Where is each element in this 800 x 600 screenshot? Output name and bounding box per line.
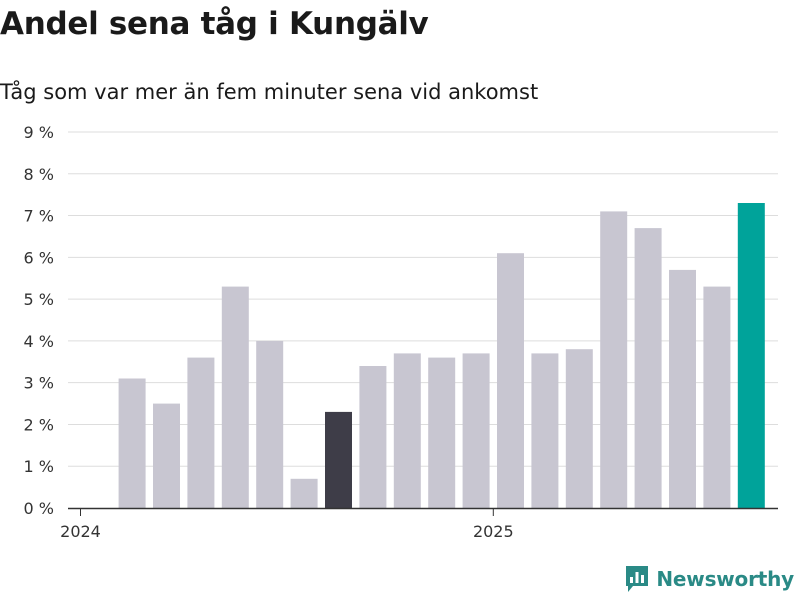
- bar-2025-01: [497, 253, 524, 508]
- y-tick-label: 0 %: [24, 499, 54, 518]
- bar-2024-02: [118, 378, 146, 508]
- bar-2024-10: [393, 353, 421, 508]
- bar-2025-03: [565, 349, 593, 508]
- bar-2024-03: [153, 403, 180, 508]
- y-axis-ticks: 0 % 1 % 2 % 3 % 4 % 5 % 6 % 7 % 8 % 9 %: [24, 123, 54, 518]
- bar-2024-05: [221, 286, 249, 508]
- bar-2024-12: [462, 353, 490, 508]
- y-tick-label: 8 %: [24, 165, 54, 184]
- bar-2024-11: [428, 357, 456, 508]
- y-tick-label: 1 %: [24, 457, 54, 476]
- y-tick-label: 9 %: [24, 123, 54, 142]
- newsworthy-logo: Newsworthy: [624, 564, 794, 594]
- bar-2024-08: [325, 411, 352, 508]
- bar-2024-06: [256, 340, 284, 508]
- bar-2025-07: [703, 286, 731, 508]
- bar-2024-04: [187, 357, 215, 508]
- bar-2025-02: [531, 353, 559, 508]
- bars: [118, 203, 765, 508]
- x-tick-label: 2024: [60, 522, 101, 541]
- y-tick-label: 6 %: [24, 248, 54, 267]
- y-tick-label: 2 %: [24, 415, 54, 434]
- brand-name: Newsworthy: [656, 567, 794, 591]
- chart-title: Andel sena tåg i Kungälv: [0, 6, 429, 42]
- chart-subtitle: Tåg som var mer än fem minuter sena vid …: [0, 80, 539, 104]
- y-tick-label: 7 %: [24, 207, 54, 226]
- x-tick-label: 2025: [473, 522, 514, 541]
- y-tick-label: 3 %: [24, 374, 54, 393]
- bar-2024-07: [290, 478, 318, 508]
- bar-2025-04: [600, 211, 628, 508]
- bar-2025-08: [737, 203, 765, 508]
- x-axis-ticks: 2024 2025: [60, 508, 514, 541]
- bar-2025-06: [669, 269, 696, 508]
- bar-2024-09: [359, 366, 387, 508]
- bar-2025-05: [634, 228, 662, 508]
- y-tick-label: 4 %: [24, 332, 54, 351]
- newsworthy-chart-icon: [626, 566, 649, 592]
- y-tick-label: 5 %: [24, 290, 54, 309]
